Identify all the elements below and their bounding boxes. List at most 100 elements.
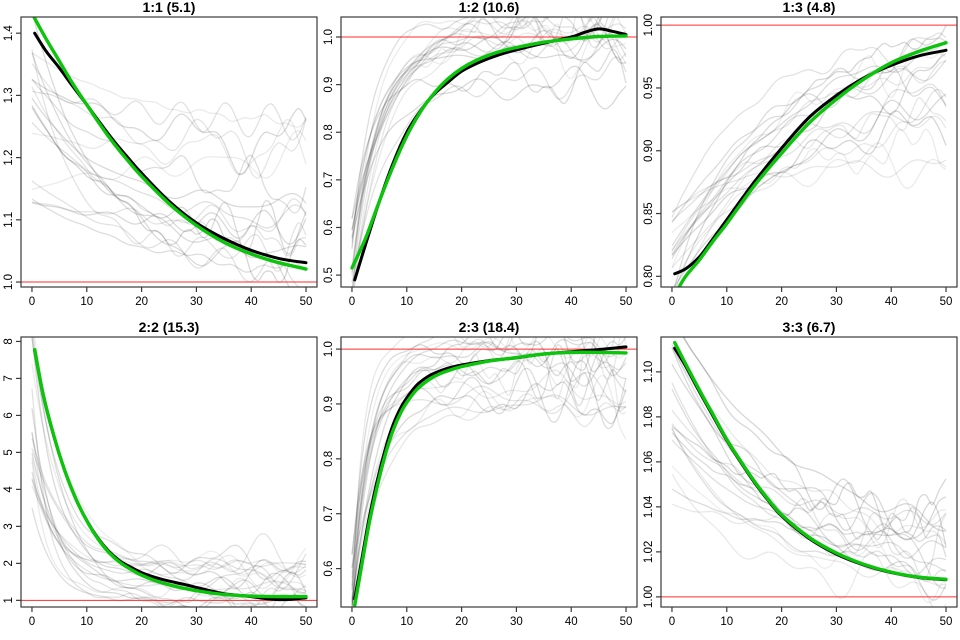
replicate-curve [675,25,947,287]
black-mean-curve [673,48,948,276]
replicate-curve [352,17,616,287]
replicate-curve [31,457,307,573]
replicate-curve [351,337,627,604]
plot-area [661,24,957,287]
x-tick-label: 50 [300,296,313,308]
panel-2-3: 0 10 20 30 40 50 0.6 0.7 0.8 0.9 1.0 2:3 (18.4) [320,320,640,640]
replicate-curve [351,337,596,586]
x-tick-label: 30 [190,616,203,628]
replicate-curve [31,130,307,191]
green-smooth-curve [350,34,628,270]
plot-box [20,16,318,288]
y-tick-label: 5 [3,449,15,455]
replicate-curve [351,369,627,574]
x-tick-label: 40 [885,616,898,628]
replicate-curve [351,337,616,607]
replicate-curve [352,32,627,287]
replicate-curve [671,465,947,604]
x-tick-label: 30 [190,296,203,308]
replicate-curve [353,17,615,287]
replicate-curve [671,52,947,255]
x-tick-label: 40 [565,296,578,308]
replicate-curve [31,471,307,599]
x-tick-label: 30 [830,296,843,308]
replicate-curve [674,64,947,287]
y-tick-label: 1.3 [3,87,15,103]
replicate-curve [351,337,627,607]
y-tick-label: 1.06 [643,451,655,473]
replicate-curve [671,439,947,573]
replicate-curve [351,339,627,602]
replicate-curve [351,48,627,219]
x-tick-label: 20 [135,296,148,308]
x-tick-label: 20 [455,616,468,628]
replicate-curve [671,97,947,213]
y-tick-label: 1.04 [643,495,655,518]
replicate-curve [31,107,307,284]
replicate-curve [671,128,947,234]
x-tick-label: 30 [510,616,523,628]
y-tick-label: 1.4 [3,25,15,42]
replicate-curve [351,371,627,568]
replicate-curve [351,344,627,555]
y-tick-label: 1.08 [643,406,655,428]
y-tick-label: 0.9 [323,77,335,93]
x-tick-label: 0 [29,616,35,628]
y-tick-label: 1.0 [323,341,335,357]
replicate-curve [351,38,627,238]
replicate-curve [671,388,947,559]
replicate-curve [31,432,307,569]
replicate-curve [682,337,947,532]
x-tick-label: 50 [940,616,953,628]
replicate-curve [351,348,627,590]
replicate-curve [351,374,627,605]
x-tick-label: 0 [349,616,355,628]
replicate-curve [671,88,947,251]
y-tick-label: 0.90 [643,140,655,162]
replicate-curve [353,17,627,287]
plot-box [340,336,638,608]
green-smooth-curve [32,17,308,271]
panel-title: 2:2 (15.3) [139,320,200,335]
x-tick-label: 10 [400,616,413,628]
replicate-curve [671,60,947,252]
replicate-curve [31,86,307,257]
x-tick-label: 50 [620,616,633,628]
replicate-curve [671,39,947,247]
plot-area [21,337,317,607]
black-mean-curve [33,31,308,265]
replicate-curve [671,428,947,586]
replicate-curve [671,344,947,589]
panel-2-2-canvas: 0 10 20 30 40 50 1 2 3 4 5 6 7 8 2:2 (15.3) [3,320,318,628]
x-tick-label: 50 [300,616,313,628]
panel-2-3-canvas: 0 10 20 30 40 50 0.6 0.7 0.8 0.9 1.0 2:3 (18.4) [323,320,638,628]
y-tick-label: 0.6 [323,219,335,235]
plot-box [20,336,318,608]
y-tick-label: 0.5 [323,267,335,283]
replicate-curve [31,180,307,287]
y-tick-label: 0.6 [323,561,335,577]
y-tick-label: 1.00 [643,586,655,608]
plot-area [661,337,957,607]
replicate-curve [351,56,627,283]
replicate-curve [671,425,947,533]
panel-title: 2:3 (18.4) [459,320,520,335]
replicate-curve [31,479,307,595]
plot-box [660,336,958,608]
y-tick-label: 4 [3,486,15,493]
replicate-curve [31,338,307,580]
replicate-curve [682,337,947,548]
green-smooth-curve [33,347,308,599]
panel-1-3-canvas: 0 10 20 30 40 50 0.80 0.85 0.90 0.95 1.00 1:3 (4.8) [643,0,958,308]
x-tick-label: 40 [245,296,258,308]
y-tick-label: 0.7 [323,172,335,188]
replicate-curve [31,119,307,176]
y-tick-label: 8 [3,338,15,344]
x-tick-label: 40 [565,616,578,628]
replicate-curve [31,388,305,607]
panel-title: 1:1 (5.1) [143,0,196,15]
replicate-curve [31,432,307,607]
y-tick-label: 1.0 [3,274,15,290]
panel-1-2-canvas: 0 10 20 30 40 50 0.5 0.6 0.7 0.8 0.9 1.0 1:2 (10.6) [323,0,638,308]
panel-title: 1:3 (4.8) [783,0,836,15]
